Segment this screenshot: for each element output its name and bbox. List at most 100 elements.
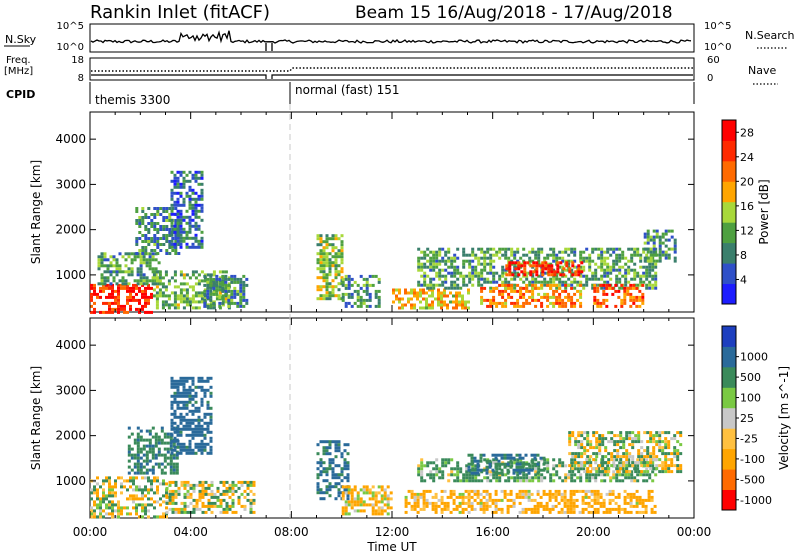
data-cell [150, 237, 154, 240]
data-cell [435, 470, 439, 474]
data-cell [644, 504, 648, 508]
data-cell [97, 258, 101, 262]
data-cell [540, 458, 544, 462]
data-cell [151, 255, 155, 259]
data-cell [362, 289, 366, 293]
data-cell [537, 479, 541, 483]
data-cell [558, 292, 562, 296]
data-cell [111, 512, 114, 516]
data-cell [572, 498, 576, 502]
data-cell [179, 239, 183, 243]
data-cell [612, 250, 616, 254]
data-cell [337, 294, 341, 298]
data-cell [117, 512, 120, 516]
data-cell [483, 476, 487, 480]
data-cell [167, 279, 171, 283]
data-cell [641, 292, 645, 296]
data-cell [638, 498, 642, 502]
data-cell [623, 298, 627, 302]
data-cell [210, 492, 214, 496]
data-cell [464, 501, 468, 505]
data-cell [515, 492, 519, 496]
data-cell [156, 207, 160, 210]
data-cell [371, 512, 375, 516]
data-cell [93, 283, 96, 287]
data-cell [182, 203, 186, 207]
data-cell [148, 459, 152, 463]
data-cell [90, 304, 93, 308]
data-cell [108, 494, 111, 498]
data-cell [331, 485, 335, 489]
data-cell [540, 280, 544, 284]
data-cell [239, 295, 243, 299]
data-cell [447, 458, 451, 462]
data-cell [166, 435, 170, 439]
data-cell [169, 471, 173, 475]
data-cell [188, 227, 192, 231]
data-cell [189, 495, 193, 499]
time-tick-label: 20:00 [576, 525, 611, 539]
data-cell [117, 301, 120, 305]
data-cell [529, 273, 533, 277]
data-cell [141, 307, 144, 311]
data-cell [541, 261, 545, 265]
data-cell [139, 429, 143, 433]
data-cell [420, 458, 424, 462]
data-cell [331, 279, 335, 283]
data-cell [173, 394, 177, 398]
data-cell [136, 444, 140, 448]
data-cell [555, 277, 559, 281]
data-cell [569, 498, 573, 502]
data-cell [130, 468, 134, 472]
data-cell [561, 280, 565, 284]
data-cell [350, 292, 354, 296]
data-cell [588, 259, 592, 263]
data-cell [198, 495, 202, 499]
data-cell [422, 504, 426, 508]
data-cell [380, 506, 384, 510]
data-cell [191, 245, 195, 249]
data-cell [188, 424, 192, 428]
data-cell [651, 277, 655, 281]
data-cell [455, 294, 458, 298]
data-cell [664, 229, 668, 233]
data-cell [548, 495, 552, 499]
data-cell [169, 453, 173, 457]
data-cell [646, 232, 650, 236]
data-cell [347, 503, 351, 507]
data-cell [331, 237, 335, 241]
data-cell [619, 434, 623, 438]
data-cell [447, 256, 451, 260]
data-cell [138, 219, 142, 222]
data-cell [501, 283, 505, 287]
data-cell [673, 446, 677, 450]
data-cell [239, 286, 243, 290]
data-cell [610, 440, 614, 444]
data-cell [461, 498, 465, 502]
data-cell [588, 268, 592, 272]
data-cell [461, 507, 465, 511]
data-cell [139, 468, 143, 472]
velocity-data-cells [90, 376, 683, 519]
data-cell [514, 267, 518, 271]
data-cell [225, 501, 229, 505]
data-cell [530, 468, 534, 472]
data-cell [144, 494, 147, 498]
data-cell [471, 253, 475, 257]
data-cell [561, 289, 565, 293]
data-cell [581, 510, 585, 514]
data-cell [461, 510, 465, 514]
data-cell [173, 400, 177, 404]
data-cell [210, 480, 214, 484]
velocity-y-label: Slant Range [km] [29, 366, 43, 470]
data-cell [144, 512, 147, 516]
data-cell [606, 280, 610, 284]
data-cell [176, 303, 180, 307]
data-cell [136, 426, 140, 430]
data-cell [441, 280, 445, 284]
data-cell [148, 267, 152, 271]
data-cell [362, 500, 366, 504]
data-cell [316, 276, 320, 280]
colorbar-tick-label: 4 [740, 273, 747, 286]
cpid-mode-2: normal (fast) 151 [295, 83, 399, 97]
